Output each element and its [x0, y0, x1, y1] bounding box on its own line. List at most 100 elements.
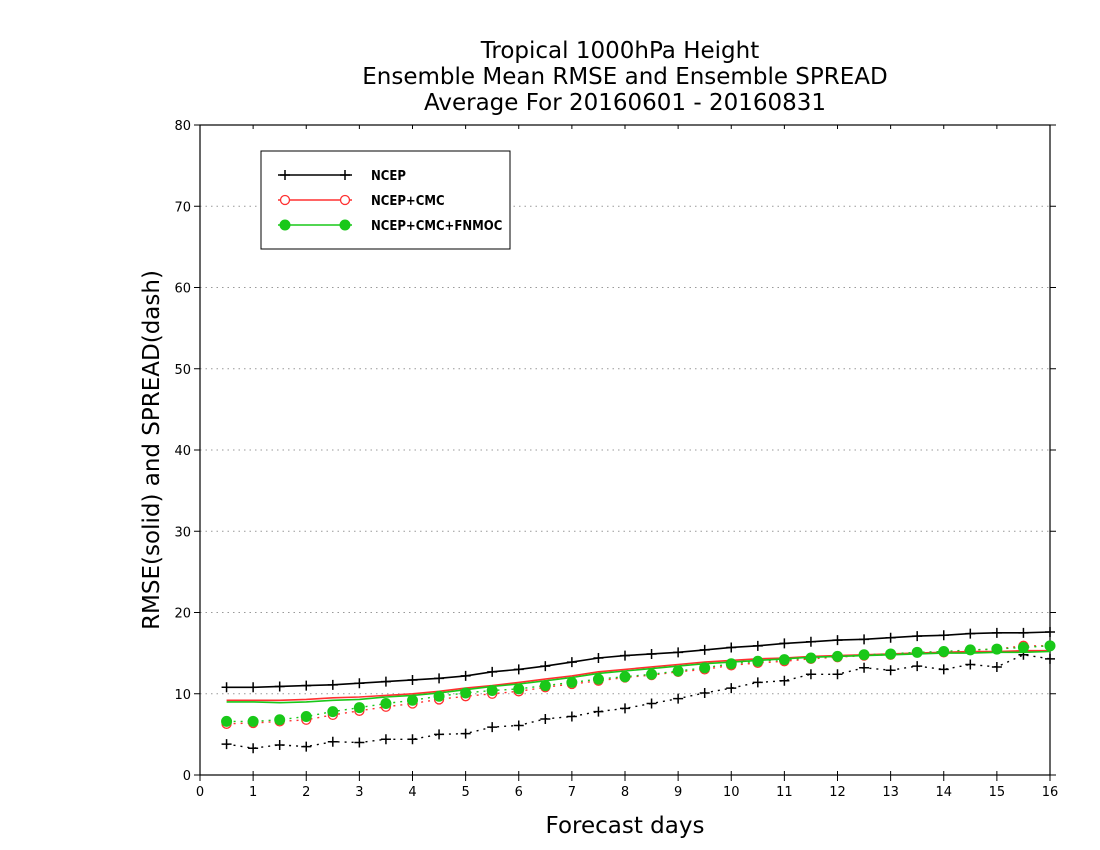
gridlines — [200, 205, 1050, 695]
series-lines — [226, 631, 1051, 749]
ncep-spread-point — [540, 713, 551, 724]
ncep-rmse-point — [938, 630, 949, 641]
ncep-spread-point — [487, 722, 498, 733]
ncep-spread-point — [965, 659, 976, 670]
ncep-spread-point — [327, 736, 338, 747]
series-markers — [221, 627, 1056, 754]
ncep-spread-point — [805, 669, 816, 680]
ncep-spread-point — [752, 677, 763, 688]
x-tick-label: 14 — [935, 785, 952, 800]
ncep-spread-point — [699, 687, 710, 698]
title-line-1: Tropical 1000hPa Height — [480, 38, 760, 64]
ncep-spread-point — [248, 743, 259, 754]
ncep-rmse-point — [965, 628, 976, 639]
ncep-cmc-fnmoc-spread-point — [805, 652, 817, 664]
x-tick-label: 12 — [829, 785, 846, 800]
legend-marker-start — [280, 170, 290, 180]
x-tick-label: 5 — [461, 785, 469, 800]
x-tick-label: 11 — [776, 785, 793, 800]
ncep-cmc-fnmoc-spread-point — [460, 687, 472, 699]
ncep-rmse-point — [885, 632, 896, 643]
ncep-cmc-fnmoc-spread-point — [566, 676, 578, 688]
ncep-rmse-point — [540, 661, 551, 672]
x-tick-label: 0 — [196, 785, 204, 800]
ncep-cmc-fnmoc-spread-point — [858, 649, 870, 661]
ncep-spread-point — [221, 739, 232, 750]
ncep-cmc-fnmoc-spread-point — [752, 655, 764, 667]
ncep-cmc-fnmoc-spread-point — [1044, 640, 1056, 652]
ncep-rmse-point — [699, 644, 710, 655]
ncep-rmse-point — [248, 682, 259, 693]
x-tick-label: 3 — [355, 785, 363, 800]
y-tick-label: 50 — [174, 363, 191, 378]
x-tick-label: 15 — [989, 785, 1006, 800]
ncep-rmse-point — [274, 681, 285, 692]
legend-marker-end — [340, 170, 350, 180]
ncep-rmse-point — [673, 647, 684, 658]
x-tick-label: 9 — [674, 785, 682, 800]
x-tick-label: 6 — [515, 785, 523, 800]
ncep-rmse-point — [779, 638, 790, 649]
ncep-cmc-fnmoc-spread-point — [247, 715, 259, 727]
chart-title: Tropical 1000hPa Height Ensemble Mean RM… — [362, 38, 887, 116]
ncep-cmc-fnmoc-spread-point — [619, 671, 631, 683]
title-line-2: Ensemble Mean RMSE and Ensemble SPREAD — [362, 64, 887, 90]
legend-label: NCEP+CMC — [371, 194, 445, 209]
x-tick-label: 16 — [1042, 785, 1059, 800]
ncep-spread-point — [620, 703, 630, 714]
ncep-cmc-fnmoc-spread-point — [646, 668, 658, 680]
ncep-rmse-point — [380, 676, 391, 687]
ncep-cmc-fnmoc-spread-point — [380, 698, 392, 709]
y-axis-label: RMSE(solid) and SPREAD(dash) — [139, 270, 165, 630]
ncep-cmc-fnmoc-spread-point — [1017, 641, 1029, 653]
legend-marker-end — [339, 219, 351, 231]
ncep-rmse-point — [434, 673, 445, 684]
ncep-spread-point — [1045, 653, 1055, 664]
ncep-cmc-fnmoc-spread-point — [513, 683, 525, 695]
ncep-cmc-fnmoc-spread-point — [407, 694, 418, 706]
y-tick-label: 20 — [174, 607, 191, 622]
x-tick-label: 8 — [621, 785, 629, 800]
ncep-rmse-point — [327, 679, 338, 690]
y-tick-label: 30 — [174, 525, 191, 540]
ncep-rmse-point — [221, 682, 232, 693]
legend-label: NCEP+CMC+FNMOC — [371, 219, 502, 234]
ncep-cmc-fnmoc-spread-point — [274, 714, 286, 726]
x-axis-label: Forecast days — [546, 813, 705, 839]
x-tick-label: 1 — [249, 785, 257, 800]
y-tick-label: 60 — [174, 282, 191, 297]
ncep-cmc-fnmoc-spread-point — [353, 702, 365, 714]
ncep-rmse-point — [832, 635, 843, 646]
ncep-spread-point — [380, 734, 391, 745]
ncep-rmse-point — [805, 636, 816, 647]
ncep-cmc-fnmoc-spread-point — [885, 648, 897, 660]
ncep-cmc-fnmoc-spread-point — [699, 662, 711, 674]
ncep-spread-point — [593, 706, 604, 717]
ncep-cmc-fnmoc-spread-point — [725, 658, 737, 670]
y-tick-label: 80 — [174, 119, 191, 134]
ncep-rmse-point — [726, 642, 737, 653]
ncep-rmse-point — [354, 678, 365, 689]
y-tick-label: 70 — [174, 200, 191, 215]
legend-label: NCEP — [371, 169, 406, 184]
ncep-cmc-fnmoc-rmse-line — [226, 650, 1051, 704]
ncep-rmse-point — [460, 670, 471, 681]
ncep-spread-point — [859, 662, 870, 673]
ncep-rmse-point — [912, 631, 923, 642]
ncep-spread-point — [274, 739, 285, 750]
ncep-cmc-fnmoc-spread-point — [672, 665, 684, 677]
ncep-spread-point — [726, 683, 737, 694]
ncep-cmc-fnmoc-spread-point — [433, 690, 445, 702]
ncep-spread-point — [673, 693, 684, 704]
y-tick-label: 0 — [183, 769, 191, 784]
ncep-cmc-fnmoc-spread-point — [539, 680, 551, 692]
ncep-spread-point — [354, 737, 365, 748]
ncep-rmse-point — [991, 627, 1002, 638]
ncep-rmse-point — [1045, 627, 1055, 637]
ncep-rmse-point — [487, 666, 498, 677]
legend-marker-start — [279, 219, 291, 231]
ncep-rmse-point — [646, 648, 657, 659]
ncep-cmc-fnmoc-spread-point — [938, 646, 950, 657]
ncep-spread-point — [938, 664, 949, 675]
x-tick-label: 2 — [302, 785, 310, 800]
